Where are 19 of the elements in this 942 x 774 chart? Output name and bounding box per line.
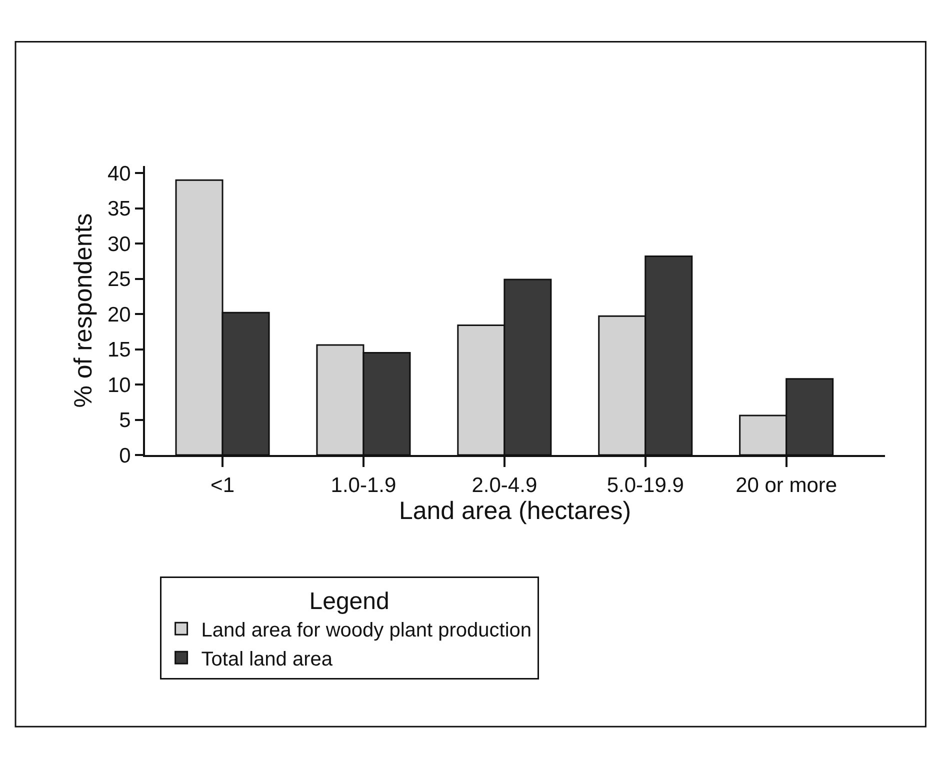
y-tick-label: 40 bbox=[107, 162, 131, 186]
legend-label: Land area for woody plant production bbox=[201, 619, 532, 642]
x-tick-label: <1 bbox=[210, 474, 234, 498]
y-tick-label: 25 bbox=[107, 268, 131, 292]
legend-title: Legend bbox=[309, 588, 390, 616]
x-tick-label: 1.0-1.9 bbox=[330, 474, 396, 498]
y-tick-label: 20 bbox=[107, 303, 131, 326]
x-axis-title: Land area (hectares) bbox=[398, 497, 632, 526]
x-tick-label: 5.0-19.9 bbox=[606, 474, 684, 498]
y-tick-label: 5 bbox=[119, 409, 131, 432]
x-tick-label: 2.0-4.9 bbox=[472, 474, 538, 498]
legend-label: Total land area bbox=[201, 648, 334, 670]
y-axis-title: % of respondents bbox=[70, 213, 98, 408]
y-tick-label: 35 bbox=[107, 198, 131, 221]
y-tick-label: 0 bbox=[119, 444, 131, 468]
y-tick-label: 15 bbox=[107, 338, 131, 362]
y-tick-label: 30 bbox=[107, 232, 131, 256]
x-tick-label: 20 or more bbox=[736, 474, 838, 498]
y-tick-label: 10 bbox=[107, 374, 131, 397]
